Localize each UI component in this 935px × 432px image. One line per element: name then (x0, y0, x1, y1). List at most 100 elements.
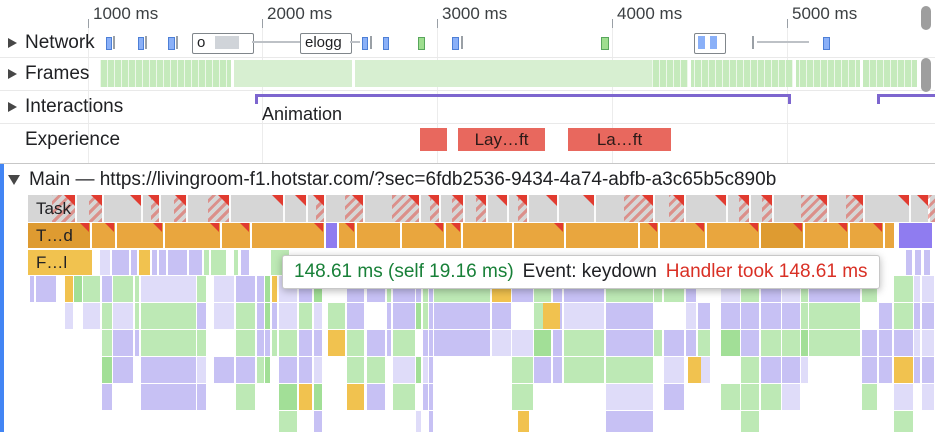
flame-event[interactable] (878, 330, 893, 356)
flame-event[interactable] (392, 303, 415, 329)
flame-event[interactable] (197, 357, 206, 383)
flame-event[interactable] (130, 250, 137, 275)
interactions-track[interactable]: Animation Interactions (0, 90, 935, 124)
flame-event[interactable] (167, 250, 188, 275)
flame-event[interactable] (234, 250, 239, 275)
flame-event[interactable] (685, 303, 697, 329)
flame-event[interactable] (429, 411, 433, 432)
interactions-expand-icon[interactable] (8, 101, 25, 112)
flame-event[interactable] (30, 276, 35, 302)
flame-event[interactable] (28, 250, 92, 275)
flame-event[interactable] (565, 223, 638, 248)
flame-event[interactable] (663, 330, 685, 356)
network-request-mark[interactable] (145, 36, 147, 49)
network-request-bar[interactable] (362, 37, 368, 50)
main-collapse-icon[interactable] (8, 174, 20, 185)
flame-event[interactable] (134, 303, 140, 329)
frames-expand-icon[interactable] (8, 68, 25, 79)
flame-event[interactable] (256, 303, 264, 329)
flame-event[interactable] (298, 384, 313, 410)
network-request-mark[interactable] (176, 36, 178, 49)
flame-event[interactable] (298, 357, 313, 383)
flame-event[interactable] (83, 303, 101, 329)
main-track-header[interactable]: Main — https://livingroom-f1.hotstar.com… (0, 164, 935, 195)
flame-event[interactable] (462, 223, 512, 248)
flame-event[interactable] (921, 384, 935, 410)
flame-event[interactable] (512, 357, 533, 383)
network-request-mark[interactable] (370, 36, 372, 49)
flame-event[interactable] (899, 223, 932, 248)
flame-event[interactable] (809, 303, 861, 329)
flame-event[interactable] (256, 330, 264, 356)
flame-event[interactable] (914, 303, 921, 329)
flame-event[interactable] (605, 357, 653, 383)
flame-event[interactable] (654, 330, 663, 356)
experience-track[interactable]: Lay…ft La…ft Experience (0, 123, 935, 156)
flame-event[interactable] (235, 384, 256, 410)
flame-event[interactable] (809, 330, 861, 356)
flame-event[interactable] (893, 357, 913, 383)
network-request-mark[interactable] (113, 36, 115, 49)
flame-event[interactable] (760, 384, 781, 410)
flame-event[interactable] (313, 303, 322, 329)
flame-event[interactable] (924, 250, 930, 275)
flame-event[interactable] (367, 330, 386, 356)
flame-event[interactable] (327, 330, 346, 356)
network-request-bar[interactable] (601, 37, 609, 50)
flame-event[interactable] (861, 384, 878, 410)
flame-event[interactable] (697, 303, 710, 329)
flame-event[interactable] (272, 303, 278, 329)
flame-event[interactable] (64, 303, 73, 329)
flame-event[interactable] (265, 276, 271, 302)
flame-event[interactable] (134, 330, 140, 356)
flame-event[interactable] (189, 250, 203, 275)
flame-event[interactable] (313, 384, 322, 410)
flame-event[interactable] (893, 330, 913, 356)
flame-event[interactable] (240, 250, 249, 275)
timeline-ruler[interactable]: 1000 ms 2000 ms 3000 ms 4000 ms 5000 ms (0, 0, 935, 28)
flame-event[interactable] (386, 303, 392, 329)
scrollbar-thumb[interactable] (921, 6, 931, 30)
flame-event[interactable] (298, 330, 313, 356)
flame-event[interactable] (914, 330, 921, 356)
flame-event[interactable] (214, 276, 235, 302)
flame-event[interactable] (235, 276, 256, 302)
flame-event[interactable] (100, 250, 111, 275)
flame-event[interactable] (491, 303, 511, 329)
flame-event[interactable] (101, 330, 112, 356)
flame-event[interactable] (491, 330, 511, 356)
flame-event[interactable] (252, 223, 324, 248)
flame-event[interactable] (422, 357, 428, 383)
flame-event[interactable] (861, 330, 878, 356)
flame-event[interactable] (139, 250, 150, 275)
flame-event[interactable] (140, 384, 196, 410)
flame-event[interactable] (552, 330, 563, 356)
flame-event[interactable] (35, 276, 56, 302)
network-request-bar[interactable] (452, 37, 459, 50)
flame-event[interactable] (782, 384, 800, 410)
network-request-bar[interactable] (383, 37, 389, 50)
flame-event[interactable] (278, 330, 298, 356)
flame-event[interactable] (151, 250, 158, 275)
flame-event[interactable] (893, 303, 913, 329)
flame-event[interactable] (197, 384, 206, 410)
flame-event[interactable] (140, 303, 196, 329)
flame-event[interactable] (113, 357, 134, 383)
flame-event[interactable] (429, 303, 433, 329)
flame-event[interactable] (760, 357, 781, 383)
flame-event[interactable] (265, 357, 271, 383)
flame-event[interactable] (416, 411, 422, 432)
flame-event[interactable] (720, 384, 740, 410)
layout-shift-block[interactable]: Lay…ft (458, 128, 545, 151)
layout-shift-block[interactable] (420, 128, 447, 151)
flame-event[interactable] (416, 276, 422, 302)
flame-event[interactable] (741, 303, 760, 329)
flame-chart-stack[interactable] (0, 276, 935, 432)
flame-event[interactable] (313, 330, 322, 356)
interaction-span[interactable]: Animation (255, 94, 791, 124)
function-lane[interactable]: F…l (0, 249, 935, 276)
flame-event[interactable] (801, 357, 808, 383)
flame-event[interactable] (28, 223, 91, 248)
network-request-bar[interactable] (138, 37, 144, 50)
flame-event[interactable] (697, 330, 710, 356)
